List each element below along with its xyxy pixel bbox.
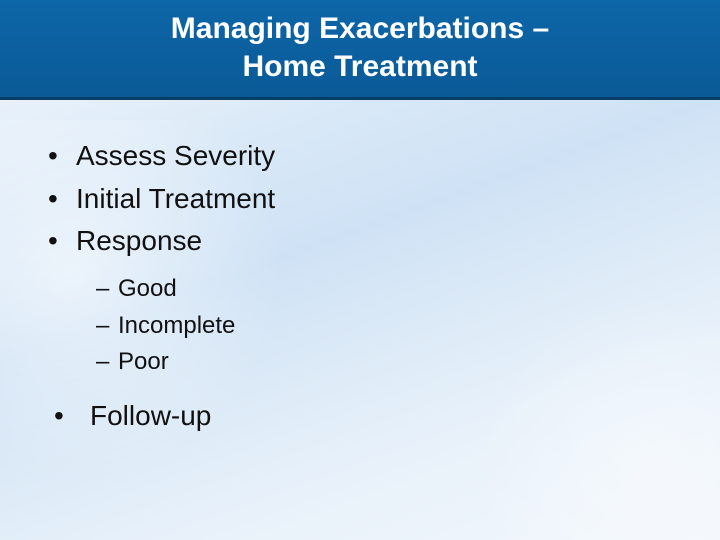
list-item: Incomplete	[96, 309, 700, 344]
slide-title-line2: Home Treatment	[242, 50, 477, 83]
list-item: Initial Treatment	[48, 179, 700, 220]
list-item-label: Poor	[118, 348, 169, 375]
bullet-list: Assess Severity Initial Treatment Respon…	[48, 136, 700, 437]
list-item: Assess Severity	[48, 136, 700, 177]
list-item-label: Follow-up	[90, 400, 211, 431]
list-item-label: Response	[76, 225, 202, 256]
list-item-label: Good	[118, 275, 177, 302]
slide-title: Managing Exacerbations – Home Treatment	[20, 10, 700, 85]
slide-title-line1: Managing Exacerbations –	[171, 12, 549, 45]
list-item: Follow-up	[48, 396, 700, 437]
list-item: Response Good Incomplete Poor	[48, 221, 700, 380]
list-item: Good	[96, 272, 700, 307]
list-item-label: Assess Severity	[76, 140, 275, 171]
list-item-label: Initial Treatment	[76, 183, 275, 214]
slide-body: Assess Severity Initial Treatment Respon…	[0, 100, 720, 459]
list-item-label: Incomplete	[118, 312, 235, 339]
title-bar: Managing Exacerbations – Home Treatment	[0, 0, 720, 100]
list-item: Poor	[96, 345, 700, 380]
sub-bullet-list: Good Incomplete Poor	[96, 272, 700, 380]
